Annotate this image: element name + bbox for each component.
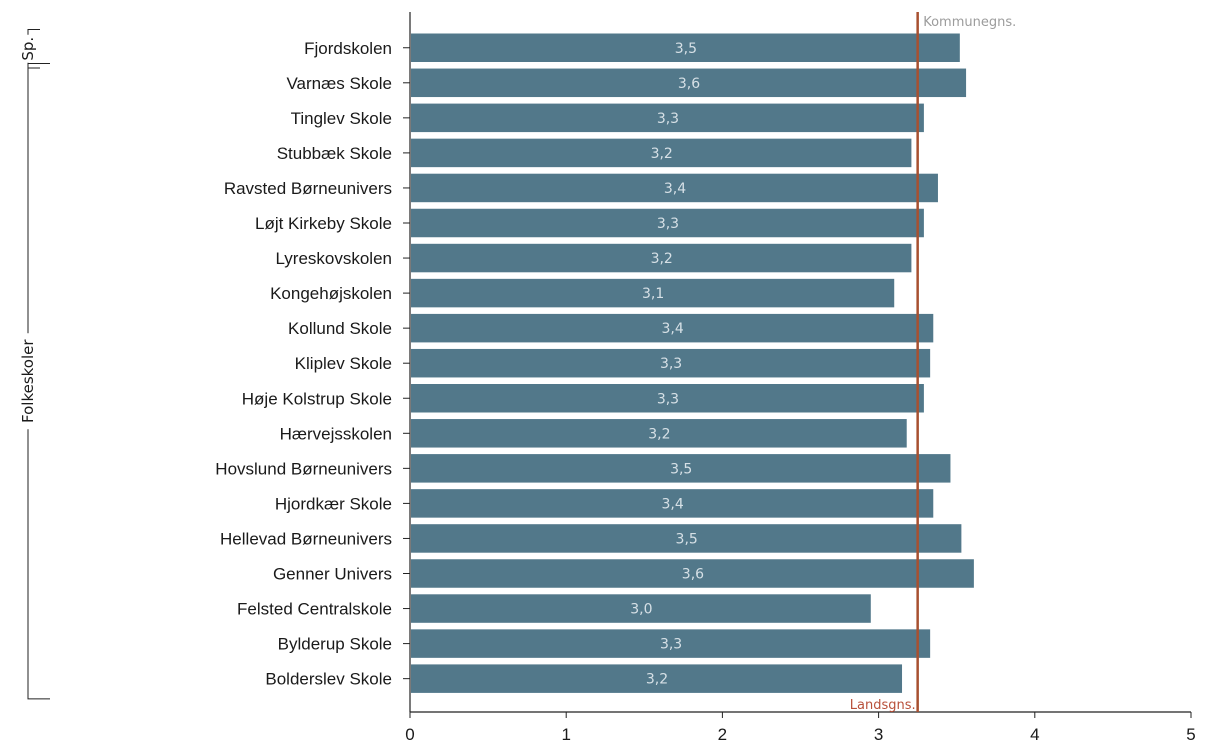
category-label: Hovslund Børneunivers — [215, 459, 392, 478]
bar-value-label: 3,3 — [657, 216, 679, 232]
x-tick-label: 3 — [874, 725, 883, 744]
group-label: Sp. — [19, 37, 37, 61]
x-tick-label: 5 — [1186, 725, 1195, 744]
bar — [411, 489, 934, 518]
group-label-bg — [19, 34, 37, 63]
category-label: Felsted Centralskole — [237, 600, 392, 619]
category-label: Kliplev Skole — [295, 354, 392, 373]
x-tick-label: 1 — [561, 725, 570, 744]
bar — [411, 313, 934, 343]
category-label: Høje Kolstrup Skole — [242, 389, 392, 408]
bar — [411, 173, 938, 203]
bar — [411, 33, 960, 62]
bar — [411, 348, 931, 378]
bar — [411, 594, 871, 623]
category-label: Kollund Skole — [288, 319, 392, 338]
bar — [411, 243, 912, 273]
category-label: Hellevad Børneunivers — [220, 529, 392, 548]
category-label: Bolderslev Skole — [265, 670, 392, 689]
bar-value-label: 3,5 — [676, 531, 698, 547]
bar — [411, 629, 931, 658]
bar-value-label: 3,3 — [660, 356, 682, 372]
bar-value-label: 3,0 — [630, 602, 652, 618]
bar-value-label: 3,3 — [657, 391, 679, 407]
bar-value-label: 3,5 — [670, 461, 692, 477]
bar-value-label: 3,6 — [682, 567, 704, 583]
group-label-bg — [19, 333, 37, 430]
bar — [411, 664, 903, 693]
category-label: Stubbæk Skole — [277, 144, 392, 163]
category-label: Tinglev Skole — [291, 109, 392, 128]
bar-value-label: 3,2 — [646, 672, 668, 688]
category-label: Lyreskovskolen — [275, 249, 392, 268]
group-label: Folkeskoler — [19, 339, 37, 423]
bar-value-label: 3,4 — [664, 181, 686, 197]
bar-value-label: 3,4 — [662, 321, 684, 337]
bar — [411, 103, 924, 133]
bar-value-label: 3,3 — [657, 111, 679, 127]
bar — [411, 384, 924, 413]
bar — [411, 419, 907, 448]
category-label: Kongehøjskolen — [270, 284, 392, 303]
bar — [411, 454, 951, 483]
x-tick-label: 0 — [405, 725, 414, 744]
bar — [411, 68, 967, 98]
category-label: Ravsted Børneunivers — [224, 179, 392, 198]
bar-value-label: 3,6 — [678, 76, 700, 92]
reference-label: Kommunegns. — [923, 15, 1016, 30]
bar-value-label: 3,2 — [651, 251, 673, 267]
x-tick-label: 2 — [718, 725, 727, 744]
x-tick-label: 4 — [1030, 725, 1039, 744]
reference-label: Landsgns. — [850, 698, 916, 713]
bar — [411, 138, 912, 168]
category-label: Bylderup Skole — [278, 635, 392, 654]
category-label: Fjordskolen — [304, 39, 392, 58]
bar-value-label: 3,4 — [662, 496, 684, 512]
category-label: Varnæs Skole — [286, 74, 392, 93]
bar-value-label: 3,3 — [660, 637, 682, 653]
bar — [411, 278, 895, 308]
category-label: Hjordkær Skole — [275, 494, 392, 513]
bar-value-label: 3,5 — [675, 41, 697, 57]
bar — [411, 559, 974, 588]
bar — [411, 208, 924, 238]
bar-value-label: 3,2 — [648, 426, 670, 442]
category-label: Løjt Kirkeby Skole — [255, 214, 392, 233]
bar-value-label: 3,2 — [651, 146, 673, 162]
bar-value-label: 3,1 — [642, 286, 664, 302]
category-label: Genner Univers — [273, 565, 392, 584]
bar — [411, 524, 962, 553]
category-label: Hærvejsskolen — [280, 424, 392, 443]
